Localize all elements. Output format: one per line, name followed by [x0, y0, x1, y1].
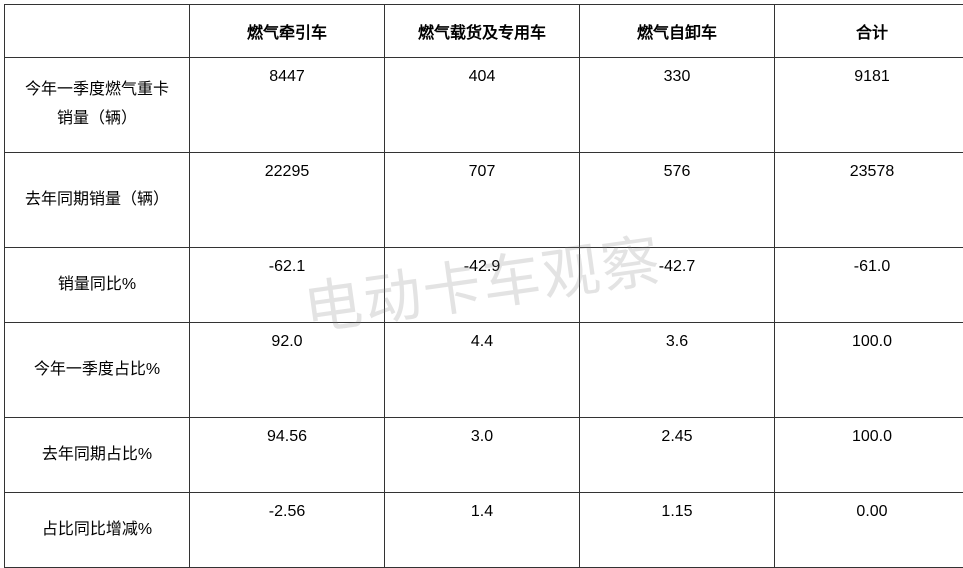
cell: 3.0 — [385, 418, 580, 493]
row-label-4: 去年同期占比% — [5, 418, 190, 493]
cell: 94.56 — [190, 418, 385, 493]
cell: 404 — [385, 58, 580, 153]
table-row: 去年同期占比% 94.56 3.0 2.45 100.0 — [5, 418, 963, 493]
row-label-1: 去年同期销量（辆） — [5, 153, 190, 248]
cell: 100.0 — [775, 418, 963, 493]
cell: 0.00 — [775, 493, 963, 568]
cell: -42.7 — [580, 248, 775, 323]
row-label-0: 今年一季度燃气重卡销量（辆） — [5, 58, 190, 153]
header-col-4: 合计 — [775, 5, 963, 58]
cell: 576 — [580, 153, 775, 248]
cell: 1.4 — [385, 493, 580, 568]
header-col-1: 燃气牵引车 — [190, 5, 385, 58]
header-row: 燃气牵引车 燃气载货及专用车 燃气自卸车 合计 — [5, 5, 963, 58]
cell: 330 — [580, 58, 775, 153]
data-table: 燃气牵引车 燃气载货及专用车 燃气自卸车 合计 今年一季度燃气重卡销量（辆） 8… — [4, 4, 963, 568]
cell: 8447 — [190, 58, 385, 153]
row-label-3: 今年一季度占比% — [5, 323, 190, 418]
header-empty — [5, 5, 190, 58]
table-row: 销量同比% -62.1 -42.9 -42.7 -61.0 — [5, 248, 963, 323]
cell: 22295 — [190, 153, 385, 248]
cell: 92.0 — [190, 323, 385, 418]
cell: 2.45 — [580, 418, 775, 493]
table-row: 今年一季度燃气重卡销量（辆） 8447 404 330 9181 — [5, 58, 963, 153]
header-col-2: 燃气载货及专用车 — [385, 5, 580, 58]
cell: 100.0 — [775, 323, 963, 418]
cell: 707 — [385, 153, 580, 248]
table-row: 占比同比增减% -2.56 1.4 1.15 0.00 — [5, 493, 963, 568]
cell: 23578 — [775, 153, 963, 248]
cell: -42.9 — [385, 248, 580, 323]
table-row: 去年同期销量（辆） 22295 707 576 23578 — [5, 153, 963, 248]
table-row: 今年一季度占比% 92.0 4.4 3.6 100.0 — [5, 323, 963, 418]
cell: 3.6 — [580, 323, 775, 418]
cell: -61.0 — [775, 248, 963, 323]
header-col-3: 燃气自卸车 — [580, 5, 775, 58]
row-label-5: 占比同比增减% — [5, 493, 190, 568]
cell: 4.4 — [385, 323, 580, 418]
row-label-2: 销量同比% — [5, 248, 190, 323]
cell: -62.1 — [190, 248, 385, 323]
cell: -2.56 — [190, 493, 385, 568]
cell: 1.15 — [580, 493, 775, 568]
cell: 9181 — [775, 58, 963, 153]
